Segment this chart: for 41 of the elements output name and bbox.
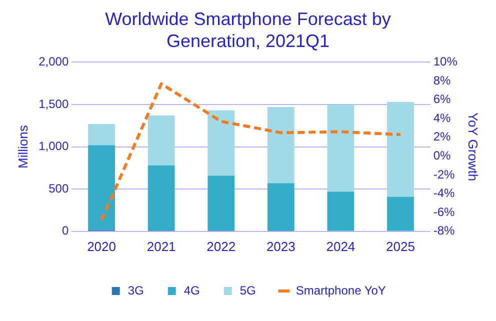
bar xyxy=(327,192,354,231)
y2-tick-label: -2% xyxy=(433,167,456,182)
bar xyxy=(327,104,354,192)
x-tick-label: 2021 xyxy=(146,238,176,254)
y-tick-label: 1,500 xyxy=(38,96,69,111)
legend-label: 3G xyxy=(128,283,144,298)
legend-label: 4G xyxy=(184,283,200,298)
x-tick-label: 2020 xyxy=(87,238,116,254)
legend-label: 5G xyxy=(240,283,256,298)
y-axis-title: Millions xyxy=(15,124,30,168)
bar xyxy=(148,116,175,166)
bar xyxy=(387,196,414,231)
bar xyxy=(148,165,175,231)
y2-tick-label: -8% xyxy=(433,224,456,238)
bar xyxy=(208,110,235,176)
y2-tick-label: 8% xyxy=(433,73,452,88)
legend-label: Smartphone YoY xyxy=(296,283,386,298)
y2-tick-label: -6% xyxy=(433,204,456,219)
chart-title: Worldwide Smartphone Forecast by Generation, 2021Q1 xyxy=(104,8,392,52)
bar xyxy=(267,107,294,184)
y2-tick-label: 0% xyxy=(433,148,452,163)
x-tick-label: 2022 xyxy=(206,238,236,254)
y-tick-label: 0 xyxy=(62,224,69,238)
y-tick-label: 1,000 xyxy=(38,139,69,154)
bar xyxy=(208,176,235,231)
x-tick-label: 2023 xyxy=(266,238,296,254)
y2-tick-label: 10% xyxy=(433,54,458,69)
bar xyxy=(88,145,115,230)
x-tick-label: 2025 xyxy=(386,238,415,254)
y2-axis-title: YoY Growth xyxy=(466,112,481,182)
bar xyxy=(267,183,294,231)
y2-tick-label: -4% xyxy=(433,186,456,200)
y2-tick-label: 6% xyxy=(433,92,452,106)
y2-tick-label: 2% xyxy=(433,130,452,144)
y-tick-label: 500 xyxy=(48,181,69,196)
y-tick-label: 2,000 xyxy=(38,54,69,69)
x-tick-label: 2024 xyxy=(326,238,356,254)
bar xyxy=(88,124,115,146)
y2-tick-label: 4% xyxy=(433,110,452,125)
line-series xyxy=(100,82,402,222)
bar xyxy=(387,102,414,197)
